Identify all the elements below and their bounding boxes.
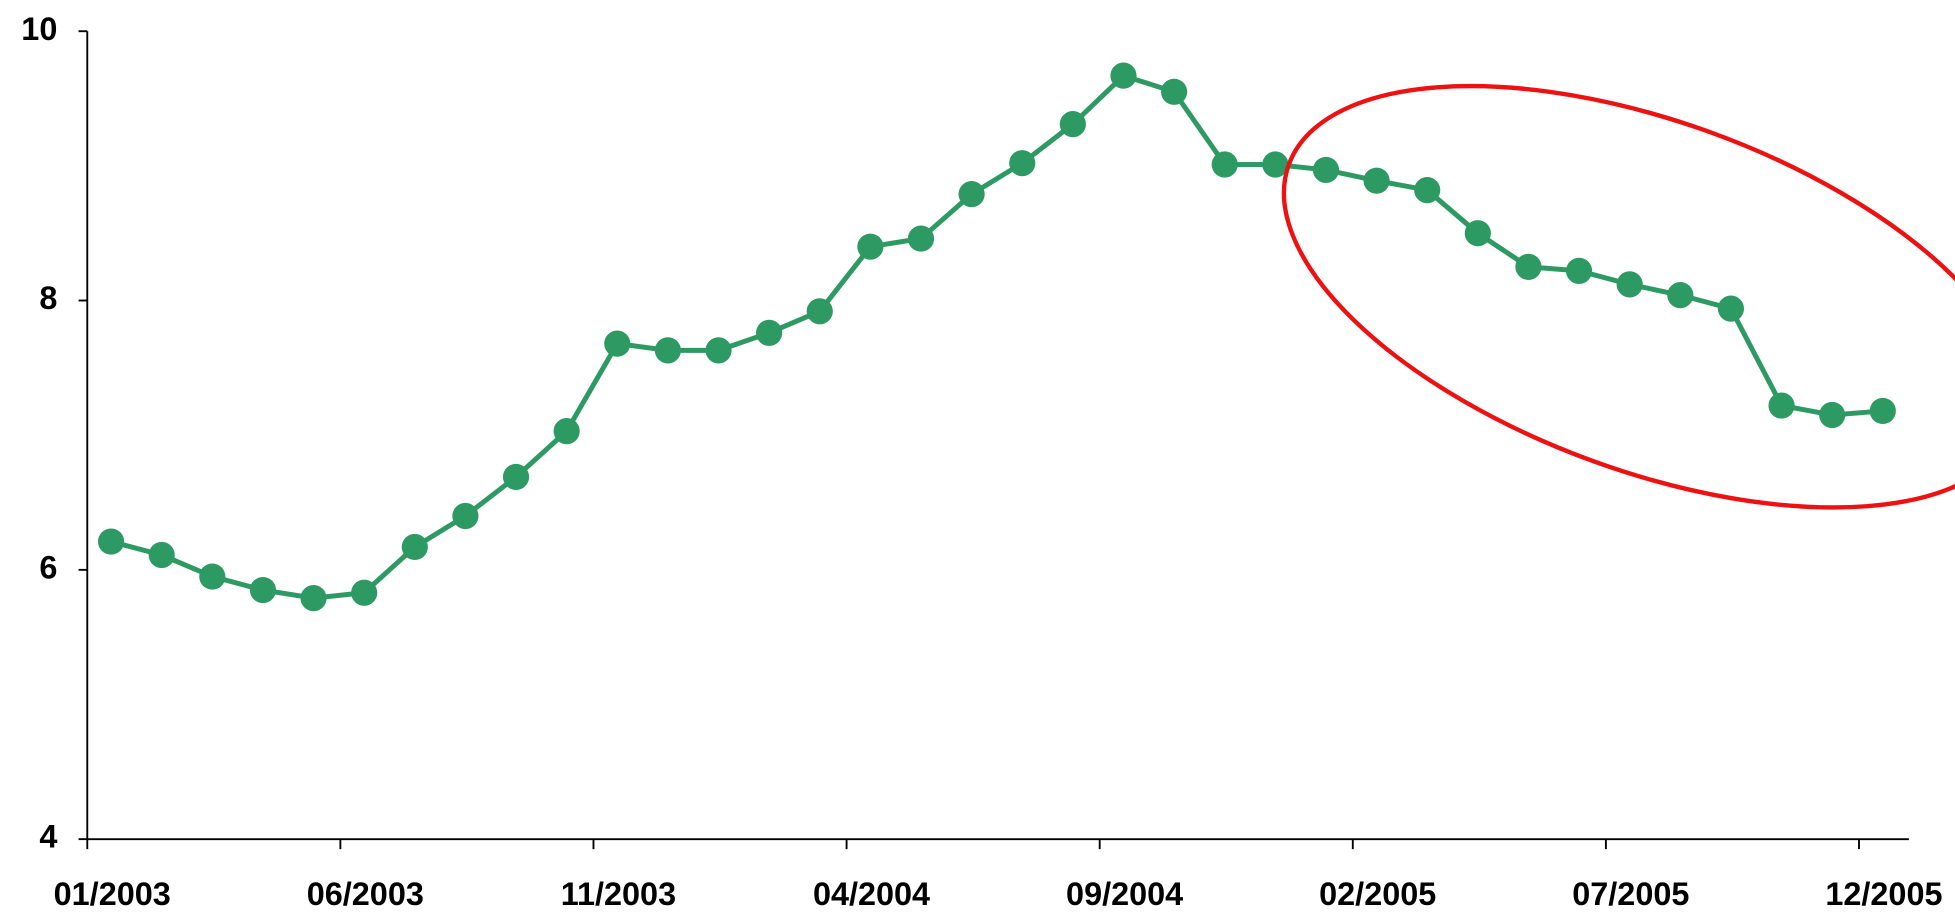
- highlight-ellipse: [1281, 83, 1955, 510]
- y-tick-label: 10: [21, 11, 57, 47]
- x-tick-label: 04/2004: [813, 876, 930, 912]
- marker: [1464, 220, 1491, 247]
- marker: [604, 330, 631, 357]
- marker: [97, 528, 125, 555]
- marker: [806, 298, 833, 325]
- x-tick-label: 07/2005: [1572, 876, 1689, 912]
- marker: [1414, 177, 1441, 204]
- marker: [502, 463, 530, 491]
- marker: [705, 337, 732, 364]
- marker: [199, 563, 226, 590]
- marker: [857, 233, 884, 260]
- marker: [1009, 150, 1036, 177]
- y-tick-label: 8: [39, 280, 57, 316]
- marker: [300, 585, 327, 612]
- marker: [958, 181, 985, 208]
- marker: [1667, 282, 1694, 309]
- marker: [756, 319, 783, 346]
- marker: [1515, 253, 1542, 280]
- marker: [1059, 111, 1086, 138]
- line: [110, 72, 1883, 601]
- x-tick-label: 06/2003: [307, 876, 424, 912]
- x-tick-label: 02/2005: [1319, 876, 1436, 912]
- marker: [1110, 62, 1137, 89]
- marker: [654, 337, 681, 364]
- marker: [452, 502, 479, 530]
- marker: [1819, 401, 1846, 429]
- x-tick-label: 01/2003: [54, 876, 171, 912]
- marker: [351, 579, 378, 606]
- series: [97, 62, 1896, 612]
- marker: [1768, 392, 1795, 419]
- marker: [401, 533, 428, 561]
- marker: [249, 576, 277, 604]
- x-tick-label: 12/2005: [1825, 876, 1942, 912]
- marker: [553, 418, 580, 445]
- marker: [1565, 257, 1593, 284]
- marker: [907, 225, 935, 252]
- y-tick-label: 6: [39, 549, 57, 585]
- x-tick-label: 11/2003: [561, 876, 676, 912]
- marker: [1312, 156, 1340, 184]
- marker: [1363, 167, 1390, 194]
- marker: [1616, 271, 1643, 298]
- marker: [1869, 397, 1896, 425]
- y-tick-label: 4: [39, 819, 57, 855]
- x-tick-label: 09/2004: [1066, 876, 1183, 912]
- marker: [1717, 295, 1745, 322]
- marker: [1262, 151, 1289, 178]
- marker: [1161, 78, 1188, 105]
- marker: [1211, 151, 1238, 178]
- marker: [148, 541, 175, 569]
